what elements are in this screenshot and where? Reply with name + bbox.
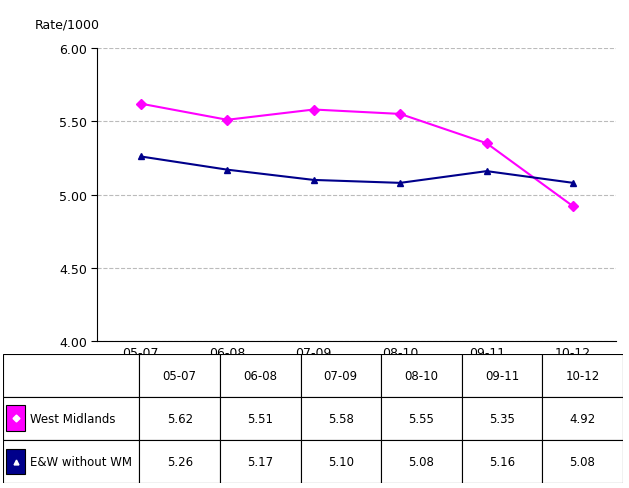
Bar xyxy=(140,397,220,440)
Bar xyxy=(140,440,220,483)
Text: 07-09: 07-09 xyxy=(324,369,358,382)
Text: 06-08: 06-08 xyxy=(243,369,277,382)
Bar xyxy=(381,354,462,397)
Text: 05-07: 05-07 xyxy=(163,369,197,382)
Text: 5.35: 5.35 xyxy=(489,412,515,425)
Text: 5.51: 5.51 xyxy=(247,412,273,425)
Bar xyxy=(220,397,301,440)
Text: 4.92: 4.92 xyxy=(569,412,596,425)
Text: E&W without WM: E&W without WM xyxy=(30,455,132,468)
Text: Rate/1000: Rate/1000 xyxy=(35,18,100,31)
Bar xyxy=(140,354,220,397)
Bar xyxy=(3,397,140,440)
Text: 5.62: 5.62 xyxy=(167,412,192,425)
Text: 5.16: 5.16 xyxy=(489,455,515,468)
Bar xyxy=(301,397,381,440)
Bar xyxy=(301,440,381,483)
Bar xyxy=(381,440,462,483)
Bar xyxy=(3,354,140,397)
Bar xyxy=(220,354,301,397)
Bar xyxy=(6,406,25,431)
Text: 5.10: 5.10 xyxy=(328,455,353,468)
Text: 5.58: 5.58 xyxy=(328,412,353,425)
Bar xyxy=(542,397,623,440)
Text: 09-11: 09-11 xyxy=(485,369,519,382)
Bar xyxy=(301,354,381,397)
Bar xyxy=(462,354,542,397)
Bar xyxy=(462,440,542,483)
Text: 5.08: 5.08 xyxy=(569,455,596,468)
Bar xyxy=(3,440,140,483)
Text: 5.17: 5.17 xyxy=(247,455,274,468)
Text: 5.55: 5.55 xyxy=(408,412,434,425)
Text: 08-10: 08-10 xyxy=(404,369,438,382)
Bar xyxy=(542,354,623,397)
Bar xyxy=(542,440,623,483)
Bar xyxy=(220,440,301,483)
Bar xyxy=(6,448,25,474)
Text: 5.26: 5.26 xyxy=(167,455,192,468)
Text: 5.08: 5.08 xyxy=(408,455,434,468)
Bar xyxy=(462,397,542,440)
Text: 10-12: 10-12 xyxy=(565,369,599,382)
Text: West Midlands: West Midlands xyxy=(30,412,115,425)
Bar xyxy=(381,397,462,440)
